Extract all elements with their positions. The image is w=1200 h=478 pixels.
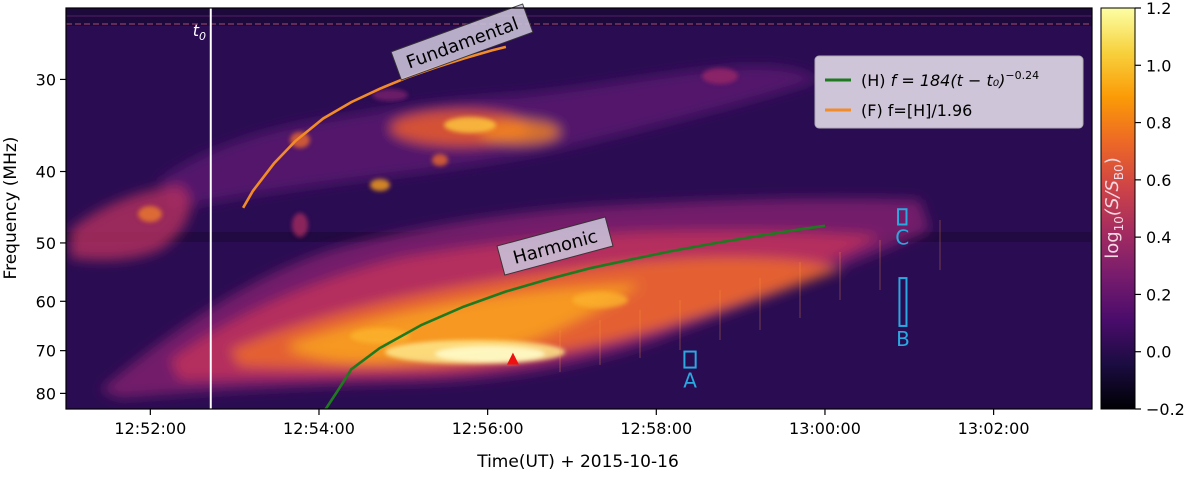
y-tick-label: 70 [36, 342, 56, 361]
colorbar-tick-label: 1.0 [1146, 56, 1171, 75]
colorbar-tick-label: 0.2 [1146, 285, 1171, 304]
x-tick-label: 12:54:00 [283, 419, 355, 438]
x-tick-label: 13:02:00 [958, 419, 1030, 438]
x-tick-label: 12:58:00 [620, 419, 692, 438]
y-tick-label: 60 [36, 292, 56, 311]
region-box-a [683, 350, 697, 369]
legend-entry-fundamental: (F) f=[H]/1.96 [861, 101, 972, 120]
plot-frame [65, 7, 1093, 410]
colorbar-tick-label: 0.0 [1146, 343, 1171, 362]
colorbar-ticks: −0.2 0.0 0.2 0.4 0.6 0.8 1.0 1.2 [1135, 0, 1185, 419]
colorbar-label: log10(S/SB0) [1102, 157, 1126, 259]
region-box-c [897, 208, 908, 226]
x-tick-label: 13:00:00 [789, 419, 861, 438]
y-axis-label: Frequency (MHz) [1, 137, 21, 280]
colorbar-tick-label: −0.2 [1146, 400, 1185, 419]
y-axis-ticks: 30 40 50 60 70 80 [36, 70, 66, 403]
legend-entry-harmonic: (H) f = 184(t − t₀)−0.24 [861, 69, 1039, 90]
harmonic-curve [324, 224, 826, 409]
heatmap-emission [66, 8, 1092, 398]
x-tick-label: 12:52:00 [114, 419, 186, 438]
region-label-b: B [896, 327, 910, 351]
colorbar-tick-label: 0.4 [1146, 228, 1171, 247]
x-axis-ticks: 12:52:00 12:54:00 12:56:00 12:58:00 13:00:00… [114, 409, 1030, 438]
y-tick-label: 80 [36, 384, 56, 403]
region-label-a: A [683, 369, 697, 393]
red-triangle-marker [506, 352, 519, 365]
fundamental-curve [241, 45, 507, 209]
y-tick-label: 30 [36, 70, 56, 89]
colorbar-tick-label: 0.6 [1146, 171, 1171, 190]
colorbar-tick-label: 1.2 [1146, 0, 1171, 18]
y-tick-label: 50 [36, 234, 56, 253]
y-tick-label: 40 [36, 163, 56, 182]
x-tick-label: 12:56:00 [452, 419, 524, 438]
region-box-b [898, 277, 908, 327]
t0-label: t0 [193, 21, 206, 43]
legend: (H) f = 184(t − t₀)−0.24 (F) f=[H]/1.96 [814, 55, 1084, 129]
colorbar-tick-label: 0.8 [1146, 114, 1171, 133]
legend-box [814, 55, 1084, 129]
colorbar [1100, 7, 1136, 410]
x-axis-label: Time(UT) + 2015-10-16 [476, 452, 679, 472]
region-boxes: A B C [683, 208, 910, 393]
region-label-c: C [895, 225, 909, 249]
